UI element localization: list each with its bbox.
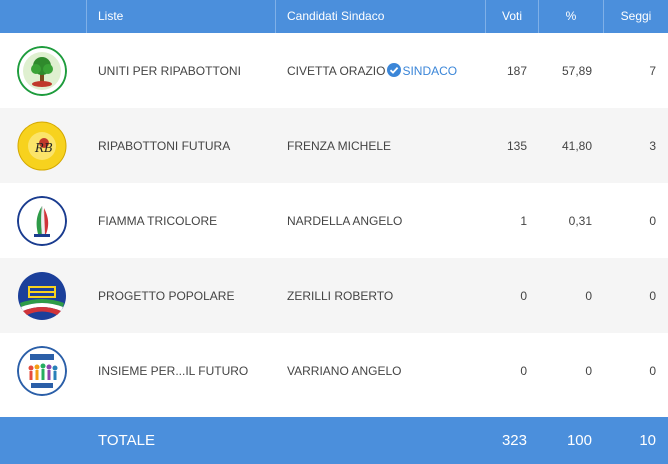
- lista-name: UNITI PER RIPABOTTONI: [98, 63, 241, 78]
- header-percent: %: [539, 0, 604, 33]
- voti-value: 135: [506, 138, 527, 153]
- totale-row: TOTALE 323 100 10: [0, 417, 668, 464]
- percent-value: 0: [585, 288, 592, 303]
- candidato-cell: FRENZA MICHELE: [276, 139, 486, 153]
- totale-percent: 100: [566, 432, 592, 449]
- candidato-cell: VARRIANO ANGELO: [276, 364, 486, 378]
- lista-name: RIPABOTTONI FUTURA: [98, 138, 231, 153]
- party-logo-futura: RB: [17, 121, 67, 170]
- logo-cell: [0, 271, 87, 321]
- sindaco-badge: SINDACO: [402, 64, 458, 78]
- party-logo-progetto: [18, 271, 66, 320]
- totale-voti: 323: [501, 432, 527, 449]
- header-candidati: Candidati Sindaco: [276, 0, 486, 33]
- logo-cell: [0, 345, 87, 396]
- lista-name: INSIEME PER...IL FUTURO: [98, 363, 249, 378]
- candidato-name: CIVETTA ORAZIO: [287, 64, 386, 78]
- header-liste: Liste: [87, 0, 276, 33]
- table-row: FIAMMA TRICOLORE NARDELLA ANGELO 1 0,31 …: [0, 183, 668, 258]
- candidato-name: NARDELLA ANGELO: [287, 213, 403, 228]
- candidato-name: ZERILLI ROBERTO: [287, 288, 394, 303]
- table-row: RB RIPABOTTONI FUTURA FRENZA MICHELE 135…: [0, 108, 668, 183]
- candidato-name: VARRIANO ANGELO: [287, 363, 402, 378]
- voti-value: 187: [506, 63, 527, 78]
- candidato-cell: ZERILLI ROBERTO: [276, 289, 486, 303]
- table-row: INSIEME PER...IL FUTURO VARRIANO ANGELO …: [0, 333, 668, 408]
- voti-value: 1: [520, 213, 527, 228]
- party-logo-uniti: [17, 45, 67, 96]
- percent-value: 57,89: [561, 63, 592, 78]
- logo-cell: RB: [0, 121, 87, 171]
- lista-name: PROGETTO POPOLARE: [98, 288, 235, 303]
- header-logo: [0, 0, 87, 33]
- header-seggi: Seggi: [620, 9, 652, 23]
- candidato-name: FRENZA MICHELE: [287, 138, 392, 153]
- lista-name: FIAMMA TRICOLORE: [98, 213, 218, 228]
- svg-text:RB: RB: [34, 141, 53, 155]
- seggi-value: 0: [649, 363, 656, 378]
- party-logo-insieme: [17, 345, 67, 396]
- table-row: PROGETTO POPOLARE ZERILLI ROBERTO 0 0 0: [0, 258, 668, 333]
- candidato-cell: CIVETTA ORAZIO SINDACO: [276, 63, 486, 78]
- table-header: Liste Candidati Sindaco Voti % Seggi: [0, 0, 668, 33]
- totale-label: TOTALE: [98, 432, 155, 449]
- seggi-value: 0: [649, 288, 656, 303]
- party-logo-fiamma: [17, 195, 67, 246]
- voti-value: 0: [520, 363, 527, 378]
- voti-value: 0: [520, 288, 527, 303]
- logo-cell: [0, 45, 87, 96]
- header-voti: Voti: [486, 0, 539, 33]
- candidato-cell: NARDELLA ANGELO: [276, 214, 486, 228]
- percent-value: 41,80: [561, 138, 592, 153]
- table-row: UNITI PER RIPABOTTONI CIVETTA ORAZIO SIND…: [0, 33, 668, 108]
- totale-seggi: 10: [639, 432, 656, 449]
- percent-value: 0,31: [568, 213, 592, 228]
- check-circle-icon: [387, 63, 402, 77]
- seggi-value: 0: [649, 213, 656, 228]
- logo-cell: [0, 195, 87, 246]
- percent-value: 0: [585, 363, 592, 378]
- seggi-value: 3: [649, 138, 656, 153]
- seggi-value: 7: [649, 63, 656, 78]
